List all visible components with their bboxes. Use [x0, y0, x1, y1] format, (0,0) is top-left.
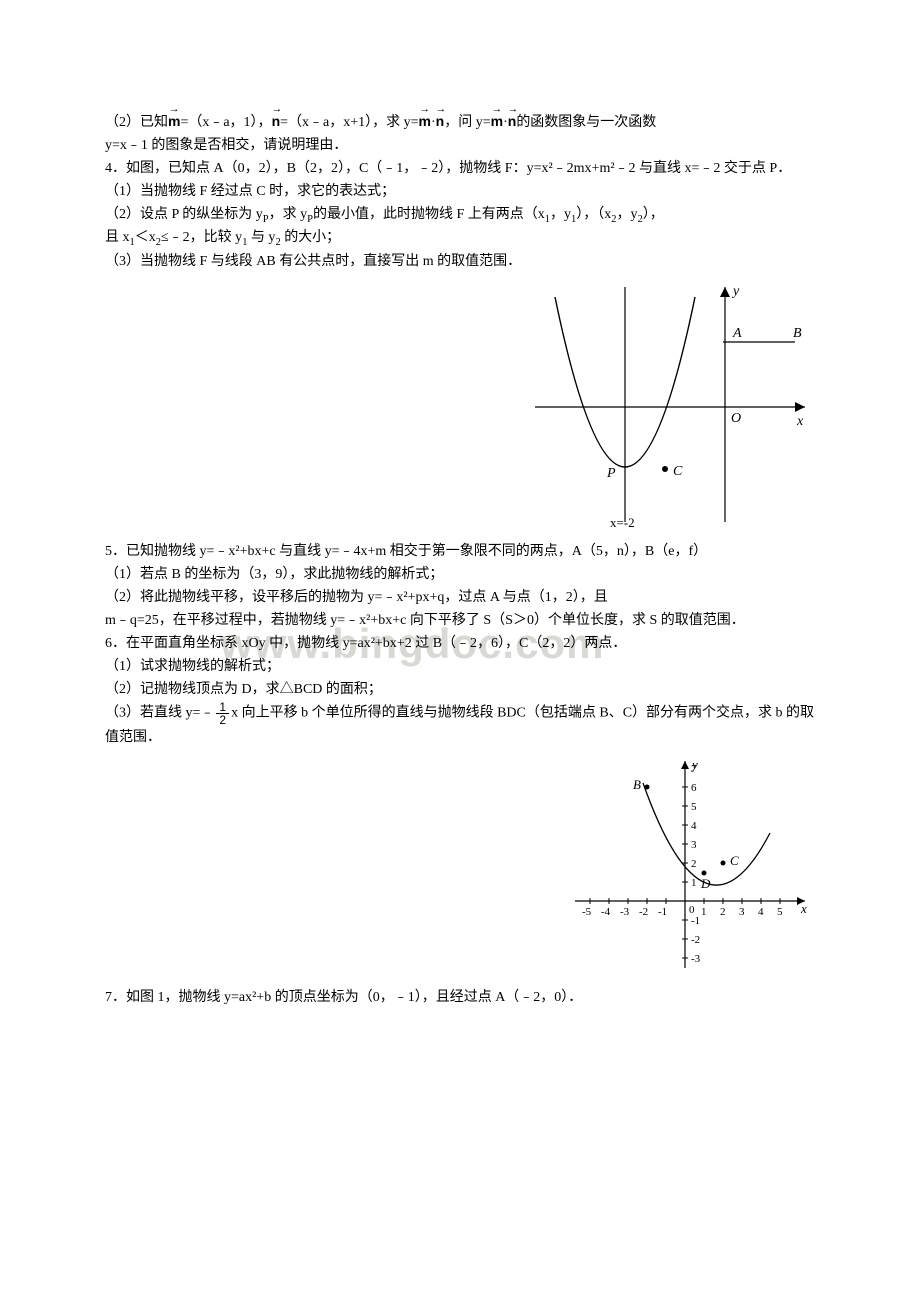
p6-head: 6．在平面直角坐标系 xOy 中，抛物线 y=ax²+bx+2 过 B（﹣2，6… — [105, 632, 815, 655]
p5-q2b: m﹣q=25，在平移过程中，若抛物线 y=﹣x²+bx+c 向下平移了 S（S＞… — [105, 609, 815, 632]
p3-line2: y=x﹣1 的图象是否相交，请说明理由． — [105, 134, 815, 157]
svg-text:-5: -5 — [582, 906, 592, 918]
p4-q2hc: ≤﹣2，比较 y — [161, 230, 242, 245]
vector-m-icon: m — [419, 110, 431, 133]
vector-n-icon: n — [436, 110, 445, 133]
p4-q2-line2: 且 x1＜x2≤﹣2，比较 y1 与 y2 的大小； — [105, 226, 815, 249]
vector-n-icon: n — [272, 110, 281, 133]
vector-n-icon: n — [508, 110, 517, 133]
figure-parabola-diagram: A B O x y P C x=-2 — [535, 277, 815, 532]
p4-q2c: 的最小值，此时抛物线 F 上有两点（x — [313, 207, 545, 222]
p4-head: 4．如图，已知点 A（0，2），B（2，2），C（﹣1，﹣2），抛物线 F：y=… — [105, 157, 815, 180]
p6-q2: （2）记抛物线顶点为 D，求△BCD 的面积； — [105, 678, 815, 701]
label-xline: x=-2 — [610, 515, 635, 530]
p4-q2f: ，y — [617, 207, 638, 222]
label-P: P — [606, 466, 616, 481]
label-y-axis: y — [690, 757, 698, 772]
svg-text:1: 1 — [701, 906, 707, 918]
svg-text:4: 4 — [758, 906, 764, 918]
label-x-axis: x — [800, 901, 807, 916]
p4-q1: （1）当抛物线 F 经过点 C 时，求它的表达式； — [105, 180, 815, 203]
svg-text:5: 5 — [777, 906, 783, 918]
p4-q2he: 的大小； — [281, 230, 341, 245]
svg-text:2: 2 — [720, 906, 726, 918]
svg-text:2: 2 — [691, 858, 697, 870]
vector-m-icon: m — [168, 110, 180, 133]
p4-q2e: ），（x — [576, 207, 611, 222]
label-B: B — [793, 326, 802, 341]
p3-m-eq: =（x﹣a，1）， — [180, 115, 271, 130]
origin-label: 0 — [689, 904, 695, 916]
p4-q2a: （2）设点 P 的纵坐标为 y — [105, 207, 263, 222]
point-C-dot — [662, 466, 668, 472]
svg-text:6: 6 — [691, 782, 697, 794]
p7-head: 7．如图 1，抛物线 y=ax²+b 的顶点坐标为（0，﹣1），且经过点 A（﹣… — [105, 986, 815, 1009]
p4-q2hd: 与 y — [247, 230, 275, 245]
label-y-axis: y — [731, 284, 740, 299]
p3-after-y: ，问 y= — [444, 115, 490, 130]
p4-q2d: ，y — [550, 207, 571, 222]
label-B: B — [633, 777, 641, 792]
label-C: C — [673, 464, 683, 479]
p4-q2g: ）， — [643, 207, 664, 222]
p5-head: 5．已知抛物线 y=﹣x²+bx+c 与直线 y=﹣4x+m 相交于第一象限不同… — [105, 540, 815, 563]
svg-text:-3: -3 — [620, 906, 630, 918]
vector-m-icon: m — [491, 110, 503, 133]
svg-text:1: 1 — [691, 877, 697, 889]
frac-den: 2 — [216, 714, 229, 726]
label-A: A — [732, 326, 742, 341]
p3-n-eq: =（x﹣a，x+1），求 y= — [280, 115, 418, 130]
svg-text:4: 4 — [691, 820, 697, 832]
p5-q1: （1）若点 B 的坐标为（3，9），求此抛物线的解析式； — [105, 563, 815, 586]
p6-q3a: （3）若直线 y=﹣ — [105, 706, 214, 721]
label-C: C — [730, 853, 739, 868]
p6-q1: （1）试求抛物线的解析式； — [105, 655, 815, 678]
p3-tail: 的函数图象与一次函数 — [516, 115, 656, 130]
p4-q3: （3）当抛物线 F 与线段 AB 有公共点时，直接写出 m 的取值范围． — [105, 250, 815, 273]
p6-q3: （3）若直线 y=﹣12x 向上平移 b 个单位所得的直线与抛物线段 BDC（包… — [105, 701, 815, 749]
p3-line1: （2）已知m=（x﹣a，1），n=（x﹣a，x+1），求 y=m·n，问 y=m… — [105, 110, 815, 134]
p4-q2ha: 且 x — [105, 230, 130, 245]
label-x-axis: x — [796, 414, 804, 429]
fraction-half: 12 — [216, 701, 229, 726]
p3-prefix: （2）已知 — [105, 115, 168, 130]
p4-q2b: ，求 y — [269, 207, 308, 222]
svg-text:3: 3 — [739, 906, 745, 918]
svg-text:-1: -1 — [691, 915, 700, 927]
svg-text:-2: -2 — [639, 906, 648, 918]
svg-text:-4: -4 — [601, 906, 611, 918]
p4-q2hb: ＜x — [135, 230, 156, 245]
label-D: D — [700, 876, 711, 891]
svg-text:3: 3 — [691, 839, 697, 851]
svg-text:-2: -2 — [691, 934, 700, 946]
svg-text:-1: -1 — [658, 906, 667, 918]
figure-coordinate-chart: -5-4-3-2-112345 1234567-1-2-3 0 B C D x … — [555, 753, 815, 978]
svg-text:-3: -3 — [691, 953, 701, 965]
p5-q2a: （2）将此抛物线平移，设平移后的抛物为 y=﹣x²+px+q，过点 A 与点（1… — [105, 586, 815, 609]
label-O: O — [731, 411, 741, 426]
p4-q2-line1: （2）设点 P 的纵坐标为 yP，求 yP的最小值，此时抛物线 F 上有两点（x… — [105, 203, 815, 226]
svg-text:5: 5 — [691, 801, 697, 813]
